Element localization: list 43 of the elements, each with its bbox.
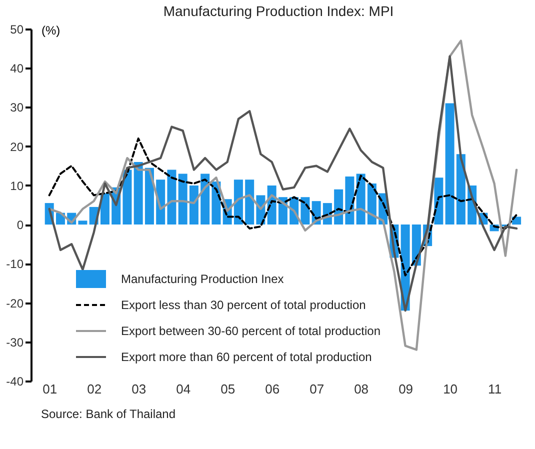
x-tick-label: 02 xyxy=(87,382,102,396)
y-axis-title: (%) xyxy=(42,24,60,38)
bar xyxy=(200,174,210,225)
x-tick-label: 08 xyxy=(354,382,369,396)
x-tick-label: 05 xyxy=(220,382,236,396)
bar xyxy=(445,103,454,225)
chart-title: Manufacturing Production Index: MPI xyxy=(163,3,394,19)
x-tick-label: 07 xyxy=(310,382,324,396)
x-tick-label: 04 xyxy=(176,382,191,396)
y-tick-label: -30 xyxy=(6,335,24,350)
bar xyxy=(122,170,132,225)
bar xyxy=(456,154,466,225)
source-note: Source: Bank of Thailand xyxy=(41,407,176,421)
x-tick-label: 09 xyxy=(398,382,414,396)
y-tick-label: -10 xyxy=(6,257,24,272)
x-tick-label: 10 xyxy=(443,382,458,396)
legend-label: Export less than 30 percent of total production xyxy=(121,298,366,312)
x-tick-label: 03 xyxy=(132,382,146,396)
x-tick-label: 01 xyxy=(42,382,58,396)
bar xyxy=(100,193,110,225)
y-tick-label: -20 xyxy=(6,296,24,310)
bar xyxy=(189,185,198,225)
y-tick-label: 20 xyxy=(10,140,24,154)
legend-label: Manufacturing Production Inex xyxy=(121,272,284,286)
bar xyxy=(245,180,254,225)
legend-label: Export between 30-60 percent of total production xyxy=(121,324,380,338)
x-tick-label: 06 xyxy=(265,382,280,396)
bar xyxy=(78,220,88,225)
bar xyxy=(144,168,154,225)
bar xyxy=(434,178,444,225)
bar xyxy=(178,174,188,225)
y-tick-label: 50 xyxy=(10,22,24,36)
bar xyxy=(167,170,176,225)
bar xyxy=(134,162,143,225)
y-tick-label: 30 xyxy=(10,100,24,115)
line-series xyxy=(48,40,518,351)
x-tick-label: 11 xyxy=(488,382,502,396)
y-tick-label: 0 xyxy=(16,218,24,232)
y-tick-label: 40 xyxy=(10,62,24,76)
legend-label: Export more than 60 percent of total production xyxy=(121,350,372,364)
y-tick-label: 10 xyxy=(10,178,24,193)
y-tick-label: -40 xyxy=(6,374,24,388)
line-series xyxy=(48,55,518,312)
